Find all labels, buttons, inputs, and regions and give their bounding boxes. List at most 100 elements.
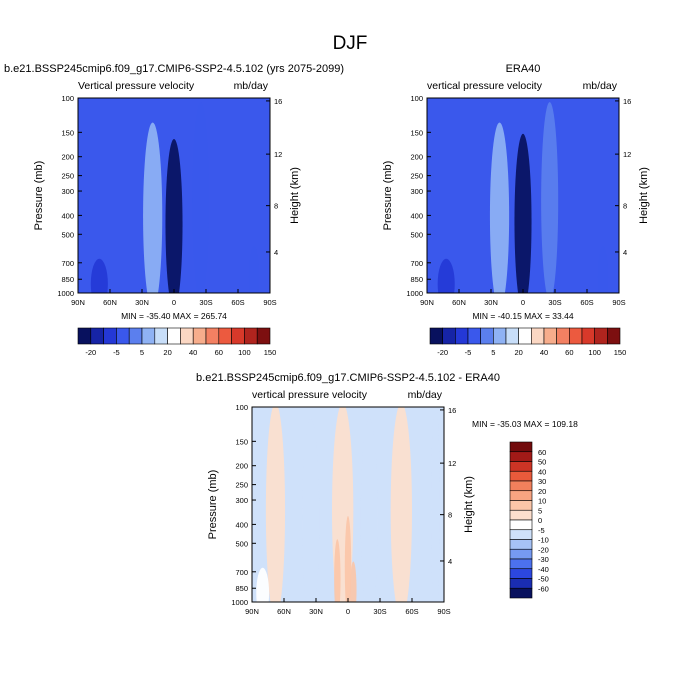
diff-ytick-right-label: 4 xyxy=(448,557,452,566)
diff-ytick-right-label: 8 xyxy=(448,511,452,520)
obs-colorbar-swatch xyxy=(467,327,481,345)
obs-xtick-label: 90S xyxy=(612,298,625,307)
model-colorbar-label: 20 xyxy=(163,348,171,357)
model-xtick-label: 60S xyxy=(231,298,244,307)
diff-colorbar-swatch xyxy=(509,451,533,462)
diff-colorbar-swatch xyxy=(509,558,533,570)
model-contour-feature xyxy=(90,258,108,293)
page-title: DJF xyxy=(332,33,368,54)
model-xtick-label: 90S xyxy=(263,298,276,307)
model-contour-feature xyxy=(248,245,260,293)
model-stats: MIN = -35.40 MAX = 265.74 xyxy=(121,311,227,321)
model-ylabel: Pressure (mb) xyxy=(33,161,45,231)
obs-contour-feature xyxy=(489,122,510,293)
diff-ytick-label: 700 xyxy=(235,568,248,577)
diff-colorbar-swatch xyxy=(509,519,533,531)
diff-colorbar-label: -10 xyxy=(538,536,549,545)
obs-ytick-right-label: 16 xyxy=(623,97,631,106)
model-ytick-label: 500 xyxy=(61,230,74,239)
model-ytick-label: 300 xyxy=(61,187,74,196)
obs-colorbar-swatch xyxy=(505,327,519,345)
diff-colorbar-label: 50 xyxy=(538,458,546,467)
diff-ytick-label: 200 xyxy=(235,462,248,471)
panel-model: b.e21.BSSP245cmip6.f09_g17.CMIP6-SSP2-4.… xyxy=(4,63,344,357)
model-ylabel-right: Height (km) xyxy=(289,167,301,224)
model-xtick-label: 30S xyxy=(199,298,212,307)
model-title: b.e21.BSSP245cmip6.f09_g17.CMIP6-SSP2-4.… xyxy=(4,63,344,75)
model-ytick-right-label: 4 xyxy=(274,248,278,257)
model-colorbar-swatch xyxy=(244,327,258,345)
obs-colorbar-swatch xyxy=(594,327,608,345)
diff-colorbar-label: 60 xyxy=(538,448,546,457)
obs-ytick-label: 700 xyxy=(410,259,423,268)
diff-colorbar-label: -60 xyxy=(538,584,549,593)
obs-xtick-label: 60N xyxy=(452,298,466,307)
obs-field xyxy=(427,98,619,293)
model-colorbar-swatch xyxy=(141,327,156,345)
obs-colorbar-swatch xyxy=(581,327,595,345)
model-colorbar-label: 100 xyxy=(238,348,251,357)
diff-stats: MIN = -35.03 MAX = 109.18 xyxy=(472,419,578,429)
model-colorbar-swatch xyxy=(103,327,117,345)
diff-colorbar-label: 10 xyxy=(538,497,546,506)
diff-colorbar-label: 5 xyxy=(538,506,542,515)
diff-ytick-label: 300 xyxy=(235,496,248,505)
diff-colorbar-swatch xyxy=(509,500,533,511)
obs-colorbar-label: 20 xyxy=(514,348,522,357)
obs-xtick-label: 30N xyxy=(484,298,498,307)
obs-colorbar-swatch xyxy=(607,327,621,345)
obs-colorbar-swatch xyxy=(569,327,583,345)
model-subtitle-right: mb/day xyxy=(234,80,269,92)
diff-ytick-label: 150 xyxy=(235,437,248,446)
diff-colorbar-label: -40 xyxy=(538,565,549,574)
diff-contour-feature xyxy=(360,418,378,602)
model-colorbar-swatch xyxy=(167,327,181,345)
diff-ytick-label: 100 xyxy=(235,403,248,412)
diff-contour-feature xyxy=(344,516,352,602)
model-colorbar-swatch xyxy=(90,327,104,345)
model-xtick-label: 0 xyxy=(172,298,176,307)
diff-colorbar-swatch xyxy=(509,490,533,501)
obs-colorbar-label: -5 xyxy=(465,348,472,357)
obs-ytick-label: 200 xyxy=(410,153,423,162)
model-ytick-right-label: 16 xyxy=(274,97,282,106)
obs-colorbar-swatch xyxy=(480,327,494,345)
diff-ytick-label: 500 xyxy=(235,539,248,548)
obs-title: ERA40 xyxy=(506,63,541,75)
model-ytick-label: 1000 xyxy=(57,289,74,298)
model-ytick-label: 200 xyxy=(61,153,74,162)
obs-ylabel: Pressure (mb) xyxy=(382,161,394,231)
obs-ytick-right-label: 12 xyxy=(623,150,631,159)
diff-xtick-label: 90N xyxy=(245,607,259,616)
diff-subtitle-left: vertical pressure velocity xyxy=(252,389,368,401)
model-colorbar-swatch xyxy=(192,327,207,345)
diff-ylabel: Pressure (mb) xyxy=(207,470,219,540)
diff-colorbar-label: -30 xyxy=(538,555,549,564)
obs-colorbar-swatch xyxy=(429,327,443,345)
diff-xtick-label: 90S xyxy=(437,607,450,616)
diff-colorbar-swatch xyxy=(509,441,533,453)
diff-xtick-label: 30S xyxy=(373,607,386,616)
model-colorbar-swatch xyxy=(218,327,232,345)
model-colorbar-swatch xyxy=(205,327,220,345)
diff-colorbar-swatch xyxy=(509,578,533,589)
obs-contour-feature xyxy=(514,133,532,293)
diff-ytick-label: 850 xyxy=(235,584,248,593)
obs-ytick-label: 1000 xyxy=(406,289,423,298)
obs-xtick-label: 60S xyxy=(580,298,593,307)
model-colorbar-swatch xyxy=(128,327,143,345)
diff-colorbar-swatch xyxy=(509,587,533,599)
model-colorbar-swatch xyxy=(180,327,194,345)
diff-subtitle-right: mb/day xyxy=(408,389,443,401)
obs-ytick-label: 300 xyxy=(410,187,423,196)
diff-contour-feature xyxy=(334,539,341,602)
diff-colorbar-label: -50 xyxy=(538,575,549,584)
obs-ytick-right-label: 8 xyxy=(623,202,627,211)
diff-colorbar-label: 20 xyxy=(538,487,546,496)
model-colorbar-swatch xyxy=(256,327,271,345)
diff-colorbar-label: 0 xyxy=(538,516,542,525)
obs-contour-feature xyxy=(541,102,559,293)
diff-colorbar-swatch xyxy=(509,470,533,482)
model-colorbar-swatch xyxy=(231,327,245,345)
model-colorbar-swatch xyxy=(154,327,168,345)
